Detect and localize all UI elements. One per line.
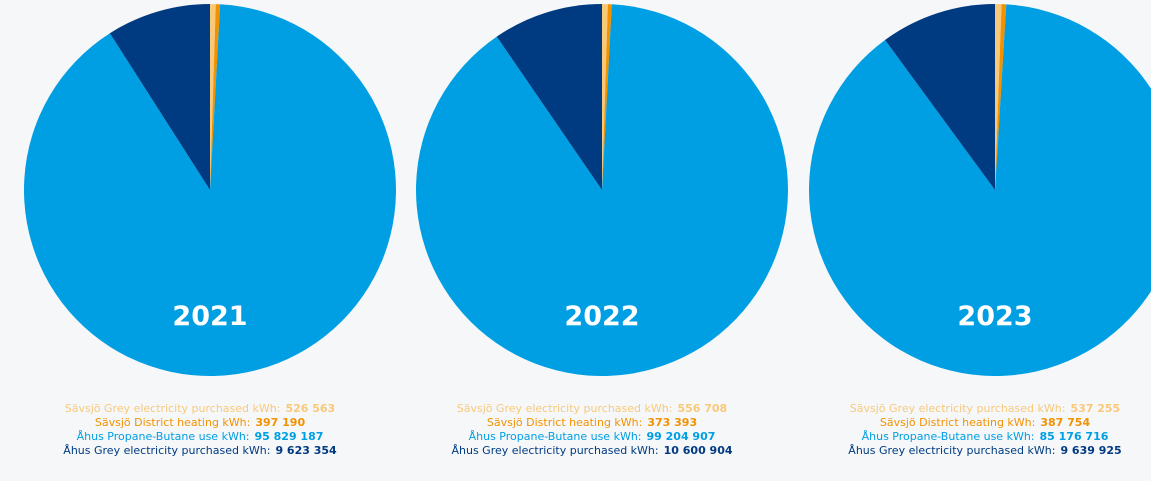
- pie-slice: [23, 4, 396, 376]
- legend-label: Sävsjö District heating kWh:: [880, 416, 1035, 429]
- pie-slice: [415, 4, 788, 377]
- legend-value: 526 563: [285, 402, 335, 415]
- legend-entry: Sävsjö Grey electricity purchased kWh: 55…: [457, 402, 727, 415]
- legend-entry: Åhus Grey electricity purchased kWh: 9 62…: [63, 444, 337, 457]
- pie-slice: [210, 4, 221, 191]
- legend-entry: Åhus Propane-Butane use kWh: 99 204 907: [469, 430, 716, 443]
- legend-entry: Åhus Propane-Butane use kWh: 95 829 187: [77, 430, 324, 443]
- pie-slice: [602, 4, 608, 190]
- pie-slice: [602, 4, 612, 190]
- legend-value: 537 255: [1070, 402, 1120, 415]
- legend-value: 373 393: [647, 416, 697, 429]
- legend-label: Åhus Grey electricity purchased kWh:: [848, 444, 1055, 457]
- legend-label: Åhus Propane-Butane use kWh:: [77, 430, 250, 443]
- legend-value: 397 190: [255, 416, 305, 429]
- legend-value: 556 708: [677, 402, 727, 415]
- legend-label: Åhus Grey electricity purchased kWh:: [451, 444, 658, 457]
- pie-title: 2022: [564, 301, 639, 332]
- pie-slice: [885, 4, 995, 190]
- legend-label: Sävsjö Grey electricity purchased kWh:: [65, 402, 281, 415]
- legend-entry: Sävsjö Grey electricity purchased kWh: 53…: [850, 402, 1120, 415]
- pie-title: 2021: [172, 301, 247, 332]
- legend-entry: Sävsjö District heating kWh: 373 393: [487, 416, 697, 429]
- legend-value: 10 600 904: [664, 444, 733, 457]
- legend-entry: Åhus Grey electricity purchased kWh: 9 63…: [848, 444, 1121, 457]
- legend-label: Sävsjö Grey electricity purchased kWh:: [457, 402, 673, 415]
- legend-value: 85 176 716: [1040, 430, 1109, 443]
- legend-label: Åhus Grey electricity purchased kWh:: [63, 444, 270, 457]
- pie-slice: [210, 4, 216, 190]
- pie-slice: [995, 4, 1002, 190]
- legend-label: Sävsjö District heating kWh:: [95, 416, 250, 429]
- legend-entry: Sävsjö District heating kWh: 397 190: [95, 416, 306, 429]
- legend-label: Åhus Propane-Butane use kWh:: [469, 430, 642, 443]
- pie-slice: [109, 4, 210, 190]
- legend-entry: Åhus Grey electricity purchased kWh: 10 6…: [451, 444, 732, 457]
- legend-value: 99 204 907: [647, 430, 716, 443]
- pie-slice: [809, 4, 1151, 376]
- legend-entry: Åhus Propane-Butane use kWh: 85 176 716: [862, 430, 1109, 443]
- legend-value: 387 754: [1040, 416, 1090, 429]
- legend-label: Sävsjö District heating kWh:: [487, 416, 642, 429]
- legend-entry: Sävsjö Grey electricity purchased kWh: 52…: [65, 402, 335, 415]
- legend-value: 95 829 187: [255, 430, 324, 443]
- pie-title: 2023: [957, 301, 1032, 332]
- legend-value: 9 623 354: [275, 444, 337, 457]
- legend-label: Åhus Propane-Butane use kWh:: [862, 430, 1035, 443]
- pie-slice: [496, 4, 602, 190]
- legend-label: Sävsjö Grey electricity purchased kWh:: [850, 402, 1066, 415]
- legend-value: 9 639 925: [1060, 444, 1121, 457]
- legend-entry: Sävsjö District heating kWh: 387 754: [880, 416, 1091, 429]
- pie-slice: [995, 4, 1007, 190]
